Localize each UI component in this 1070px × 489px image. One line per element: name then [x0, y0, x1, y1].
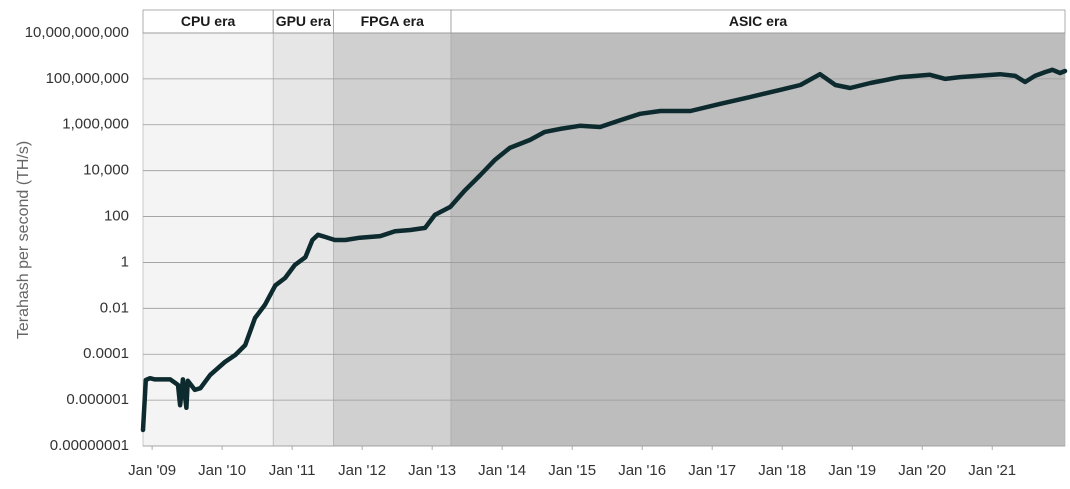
x-tick-label: Jan '21: [968, 462, 1016, 479]
x-tick-label: Jan '18: [758, 462, 806, 479]
era-band: [142, 32, 274, 447]
y-tick-label: 100,000,000: [46, 70, 129, 87]
y-tick-label: 1,000,000: [62, 116, 129, 133]
era-band: [272, 32, 334, 447]
y-axis-title: Terahash per second (TH/s): [15, 141, 32, 339]
data-line: [140, 67, 1068, 433]
x-tick-label: Jan '20: [898, 462, 946, 479]
x-tick-label: Jan '14: [478, 462, 526, 479]
era-label: GPU era: [276, 13, 331, 29]
x-tick-label: Jan '19: [828, 462, 876, 479]
era-band: [450, 32, 1066, 447]
y-tick-label: 10,000: [83, 162, 129, 179]
x-tick-label: Jan '09: [128, 462, 176, 479]
y-tick-label: 10,000,000,000: [25, 24, 129, 41]
y-tick-label: 0.000001: [66, 391, 129, 408]
y-tick-label: 100: [104, 208, 129, 225]
y-tick-label: 0.0001: [83, 345, 129, 362]
x-tick-label: Jan '15: [548, 462, 596, 479]
x-tick-label: Jan '11: [269, 462, 316, 479]
x-tick-label: Jan '12: [338, 462, 386, 479]
x-tick-label: Jan '16: [618, 462, 666, 479]
x-tick-label: Jan '13: [408, 462, 456, 479]
x-tick-label: Jan '10: [198, 462, 246, 479]
x-tick-label: Jan '17: [688, 462, 736, 479]
era-label: ASIC era: [729, 13, 788, 29]
era-label: CPU era: [181, 13, 236, 29]
y-tick-label: 0.00000001: [50, 437, 129, 454]
y-tick-label: 1: [121, 253, 129, 270]
y-tick-label: 0.01: [100, 299, 129, 316]
era-label: FPGA era: [361, 13, 424, 29]
